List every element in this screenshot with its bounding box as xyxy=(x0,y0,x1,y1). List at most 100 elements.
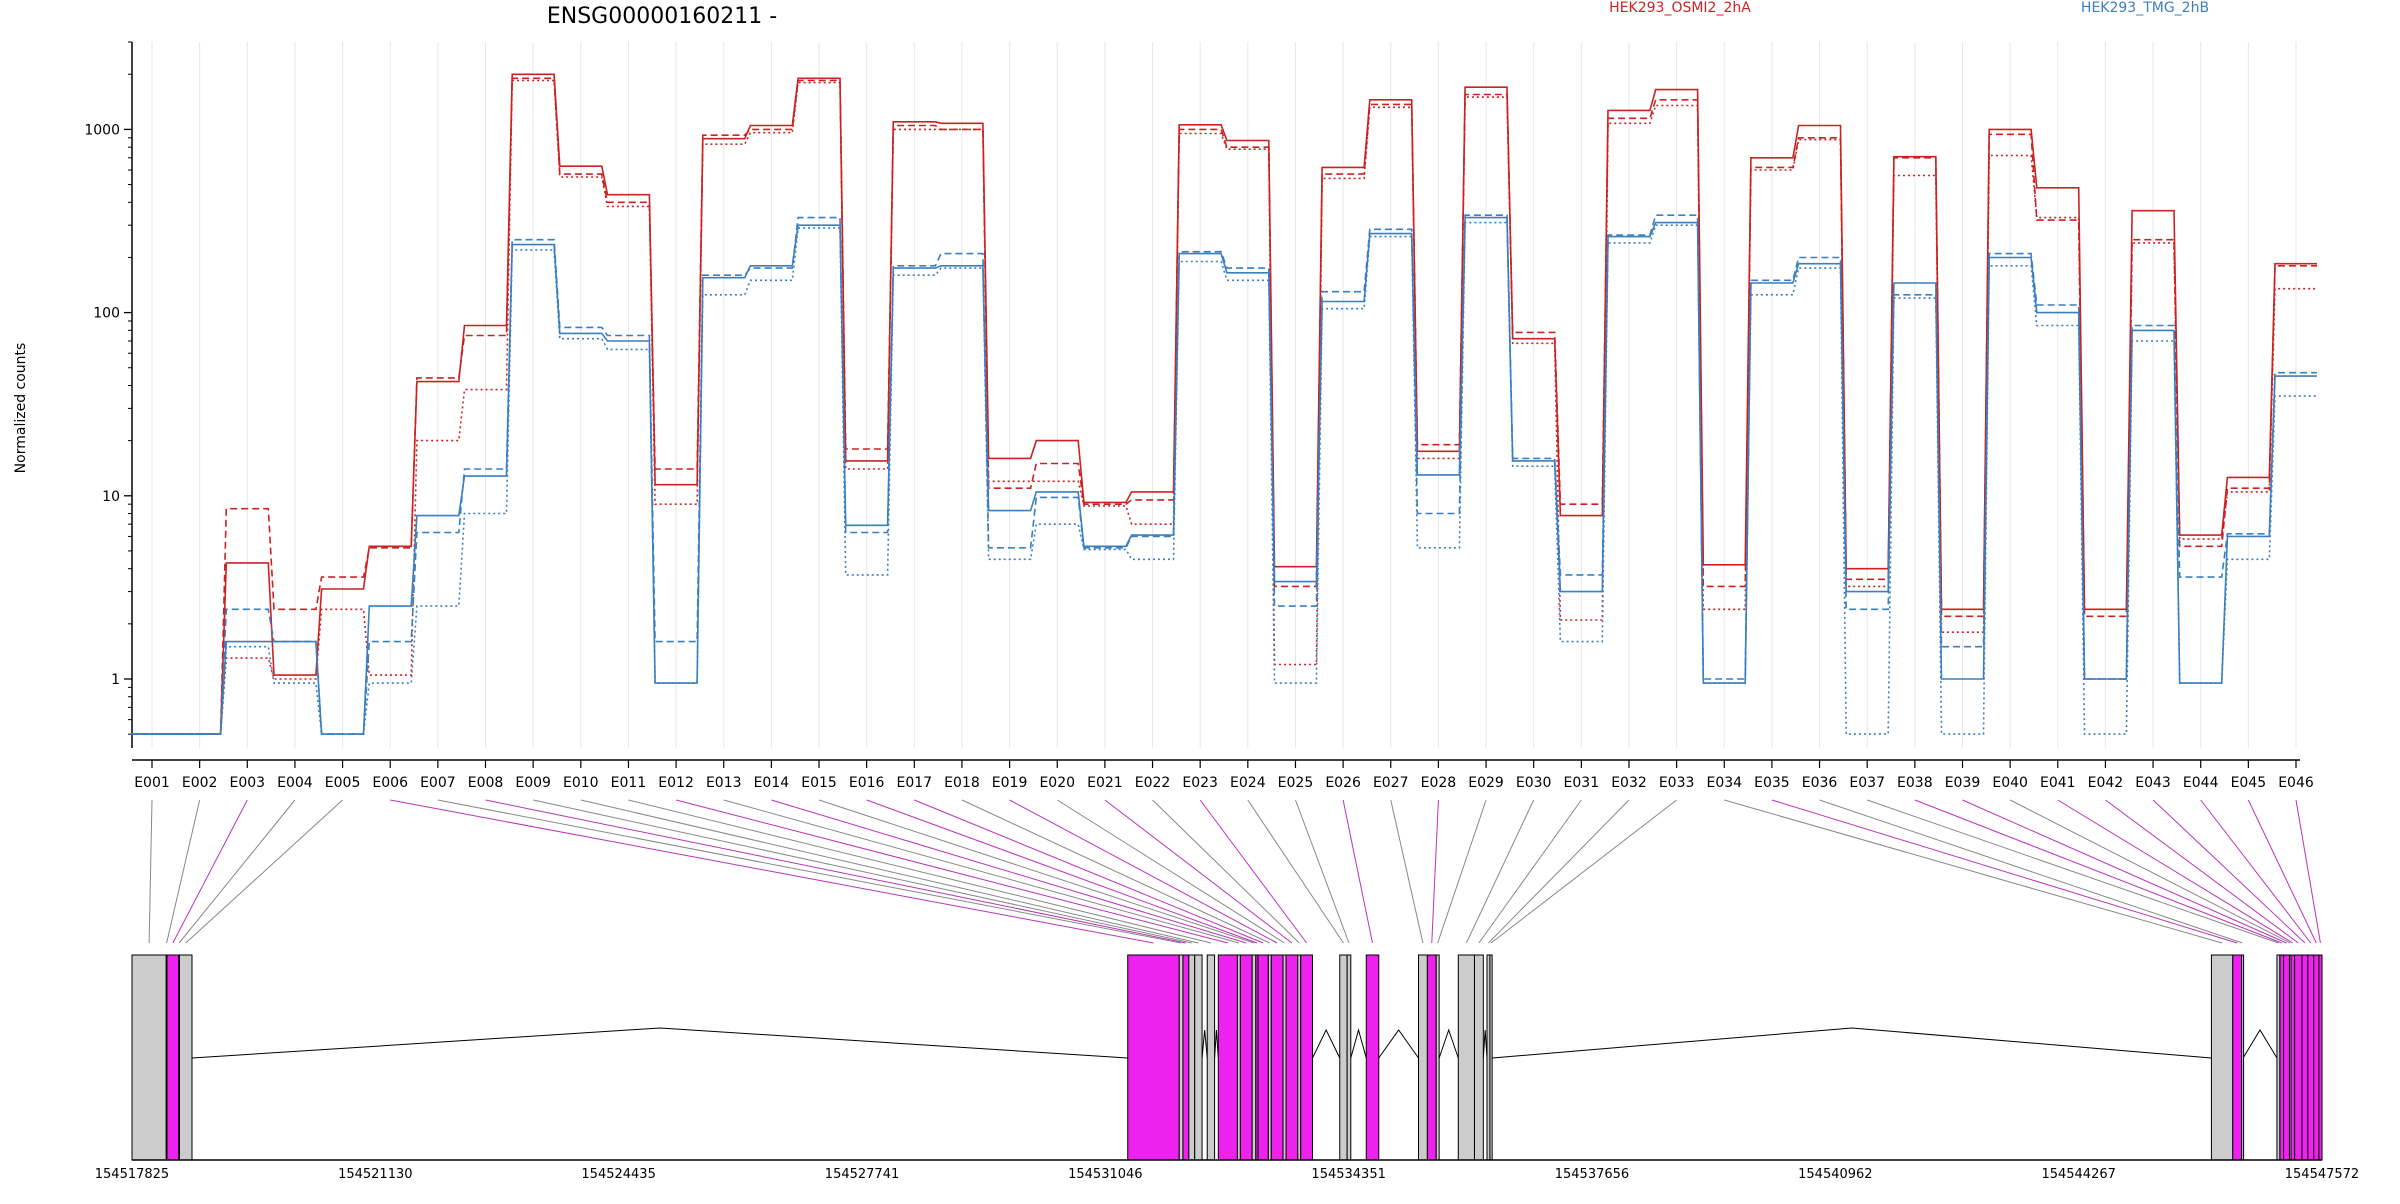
connector-e022 xyxy=(1152,799,1300,944)
exon-box-e039 xyxy=(2283,954,2290,1161)
exon-box-e015 xyxy=(1251,954,1257,1161)
x-tick-label-e024: E024 xyxy=(1230,775,1266,791)
exon-box-e007 xyxy=(1178,954,1184,1161)
exon-box-e027 xyxy=(1418,954,1428,1161)
x-tick-label-e021: E021 xyxy=(1087,775,1123,791)
connector-e020 xyxy=(1056,799,1285,944)
connector-e001 xyxy=(148,799,153,944)
x-tick-label-e002: E002 xyxy=(182,775,218,791)
x-tick-label-e036: E036 xyxy=(1802,775,1838,791)
connector-e043 xyxy=(2152,799,2306,944)
intron-line xyxy=(1350,1028,1367,1059)
x-tick-label-e032: E032 xyxy=(1611,775,1647,791)
exon-box-e003 xyxy=(166,954,180,1161)
connector-e040 xyxy=(2009,799,2291,944)
intron-line xyxy=(1378,1029,1419,1059)
coordinate-label: 154517825 xyxy=(95,1167,169,1182)
axes xyxy=(131,42,2300,761)
x-tick-label-e020: E020 xyxy=(1039,775,1075,791)
x-tick-label-e011: E011 xyxy=(611,775,647,791)
coordinate-label: 154527741 xyxy=(825,1167,899,1182)
y-axis-ticks: 1 10 100 1000 xyxy=(84,41,132,735)
x-tick-label-e005: E005 xyxy=(325,775,361,791)
exon-box-e008 xyxy=(1182,954,1190,1161)
connector-e038 xyxy=(1914,799,2282,944)
x-tick-label-e013: E013 xyxy=(706,775,742,791)
x-tick-label-e029: E029 xyxy=(1468,775,1504,791)
connector-e021 xyxy=(1104,799,1293,944)
exon-box-e038 xyxy=(2279,954,2285,1161)
x-tick-label-e019: E019 xyxy=(992,775,1028,791)
x-tick-label-e030: E030 xyxy=(1516,775,1552,791)
intron-line xyxy=(1201,1029,1208,1059)
connector-e009 xyxy=(533,799,1192,944)
x-tick-label-e046: E046 xyxy=(2278,775,2314,791)
intron-line xyxy=(1482,1029,1488,1059)
x-tick-label-e004: E004 xyxy=(277,775,313,791)
connector-e037 xyxy=(1867,799,2279,944)
intron-line xyxy=(1438,1028,1459,1059)
x-tick-label-e033: E033 xyxy=(1659,775,1695,791)
grid-lines xyxy=(151,42,2297,748)
connector-e010 xyxy=(580,799,1199,944)
x-tick-label-e026: E026 xyxy=(1325,775,1361,791)
series-line xyxy=(131,216,2317,735)
exon-box-e017 xyxy=(1257,954,1269,1161)
connector-e046 xyxy=(2295,799,2321,944)
connector-e039 xyxy=(1962,799,2287,944)
connector-e017 xyxy=(914,799,1264,944)
exon-box-e042 xyxy=(2294,954,2303,1161)
exon-box-e011 xyxy=(1206,954,1216,1161)
connector-e013 xyxy=(723,799,1240,944)
x-tick-label-e007: E007 xyxy=(420,775,456,791)
exon-box-e014 xyxy=(1239,954,1253,1161)
exon-box-e023 xyxy=(1300,954,1314,1161)
connector-e008 xyxy=(485,799,1186,944)
connector-e002 xyxy=(166,799,201,944)
connector-e045 xyxy=(2247,799,2317,944)
connector-e004 xyxy=(178,799,296,944)
connector-e023 xyxy=(1199,799,1308,944)
connector-e027 xyxy=(1390,799,1424,944)
x-tick-label-e035: E035 xyxy=(1754,775,1790,791)
x-tick-label-e023: E023 xyxy=(1182,775,1218,791)
chart-title: ENSG00000160211 - xyxy=(547,4,777,29)
exon-box-e009 xyxy=(1188,954,1196,1161)
exon-box-e035 xyxy=(2232,954,2243,1161)
x-axis-ticks: E001 E002 E003 E004 E005 E006 E007 E008 E009 E010… xyxy=(134,760,2314,791)
connector-e030 xyxy=(1465,799,1535,944)
connector-e034 xyxy=(1724,799,2223,944)
series-line xyxy=(131,221,2317,735)
exon-box-e046 xyxy=(2318,954,2323,1161)
connector-e035 xyxy=(1771,799,2238,944)
exon-box-e005 xyxy=(178,954,193,1161)
connector-e018 xyxy=(961,799,1271,944)
exon-box-e001 xyxy=(131,954,167,1161)
exon-box-e012 xyxy=(1217,954,1238,1161)
connector-e032 xyxy=(1488,799,1630,944)
exon-box-e024 xyxy=(1339,954,1348,1161)
exon-box-e043 xyxy=(2301,954,2309,1161)
x-tick-label-e015: E015 xyxy=(801,775,837,791)
connector-e014 xyxy=(771,799,1247,944)
coordinate-label: 154531046 xyxy=(1068,1167,1142,1182)
x-tick-label-e001: E001 xyxy=(134,775,170,791)
connector-e005 xyxy=(185,799,343,944)
x-tick-label-e037: E037 xyxy=(1849,775,1885,791)
x-tick-label-e038: E038 xyxy=(1897,775,1933,791)
x-tick-label-e003: E003 xyxy=(229,775,265,791)
x-tick-label-e045: E045 xyxy=(2231,775,2267,791)
x-tick-label-e022: E022 xyxy=(1135,775,1171,791)
connector-e033 xyxy=(1490,799,1677,944)
exon-box-e034 xyxy=(2210,954,2234,1161)
connector-e015 xyxy=(818,799,1255,944)
series-line xyxy=(131,77,2317,735)
exon-box-e044 xyxy=(2307,954,2315,1161)
connector-e006 xyxy=(390,799,1154,944)
gene-model xyxy=(131,954,2323,1161)
x-tick-label-e017: E017 xyxy=(897,775,933,791)
connector-e025 xyxy=(1294,799,1350,944)
exon-box-e019 xyxy=(1270,954,1284,1161)
exon-box-e031 xyxy=(1473,954,1484,1161)
